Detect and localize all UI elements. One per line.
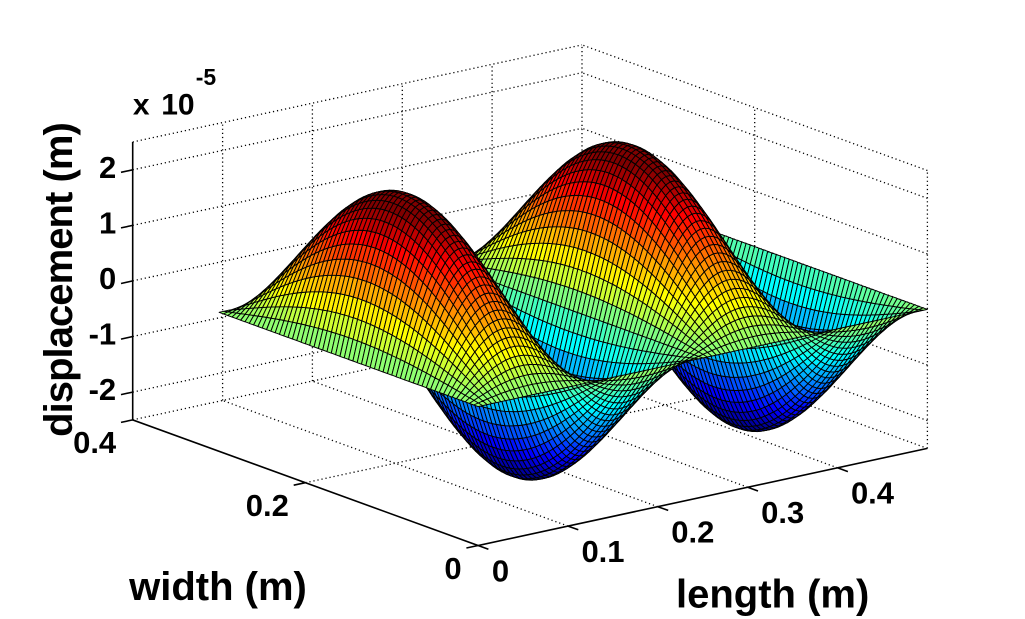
svg-text:-1: -1 [89,317,117,352]
svg-text:width (m): width (m) [128,565,307,609]
svg-text:length (m): length (m) [676,573,869,617]
svg-text:10: 10 [161,89,194,122]
svg-text:0: 0 [492,554,509,589]
svg-text:0.2: 0.2 [246,488,289,523]
svg-text:0.4: 0.4 [851,476,895,511]
svg-text:2: 2 [99,150,116,185]
svg-text:x: x [133,89,150,122]
svg-text:0.3: 0.3 [761,495,804,530]
svg-text:1: 1 [99,206,116,241]
svg-text:0: 0 [99,261,116,296]
svg-text:displacement (m): displacement (m) [37,123,81,437]
svg-text:0.4: 0.4 [73,425,117,460]
svg-text:0.1: 0.1 [581,534,624,569]
svg-text:-2: -2 [89,372,117,407]
svg-text:-5: -5 [196,64,217,90]
svg-text:0.2: 0.2 [671,515,714,550]
svg-text:0: 0 [444,551,461,586]
